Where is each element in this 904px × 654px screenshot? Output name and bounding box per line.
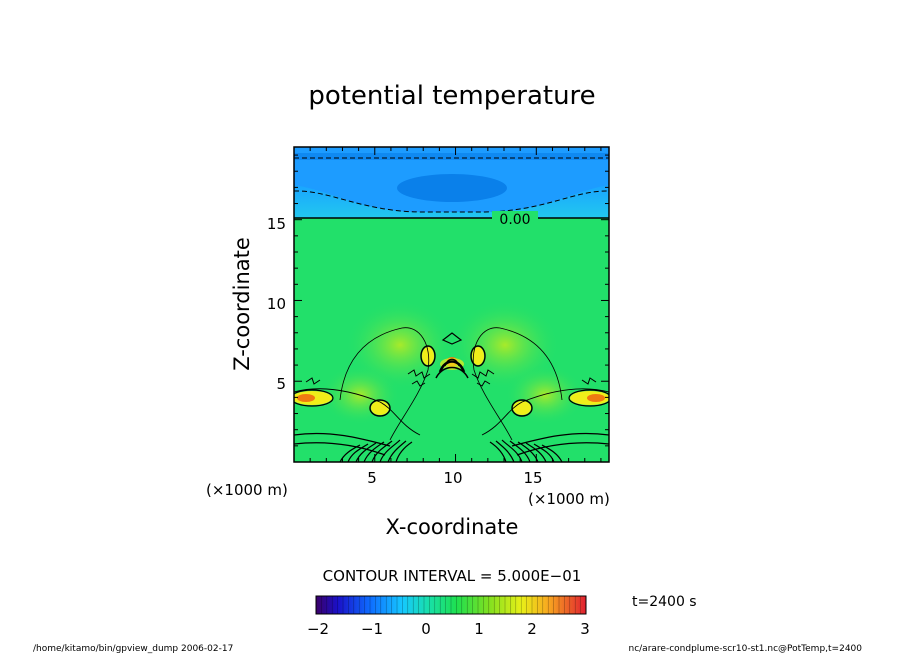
x-tick-label-10: 10 xyxy=(443,469,462,487)
y-tick-label-15: 15 xyxy=(267,215,286,233)
contour-interval-text: CONTOUR INTERVAL = 5.000E−01 xyxy=(323,567,582,585)
y-axis-label: Z-coordinate xyxy=(230,237,254,371)
colorbar-tick-label-m1: −1 xyxy=(361,620,383,638)
colorbar-tick-label-0: 0 xyxy=(421,620,431,638)
x-unit-label: (×1000 m) xyxy=(528,490,610,508)
x-axis-label: X-coordinate xyxy=(386,515,519,539)
time-label: t=2400 s xyxy=(632,594,697,610)
plot-field xyxy=(294,147,609,462)
colorbar-tick-label-1: 1 xyxy=(474,620,484,638)
chart-title: potential temperature xyxy=(308,81,595,111)
x-tick-label-5: 5 xyxy=(367,469,377,487)
axis-ticks xyxy=(294,147,609,462)
footer-left: /home/kitamo/bin/gpview_dump 2006-02-17 xyxy=(33,644,233,654)
y-tick-label-5: 5 xyxy=(276,375,286,393)
contour-value-label: 0.00 xyxy=(499,212,530,228)
x-tick-label-15: 15 xyxy=(523,469,542,487)
colorbar-tick-label-3: 3 xyxy=(580,620,590,638)
plot-frame xyxy=(293,146,610,463)
y-unit-label: (×1000 m) xyxy=(206,481,288,499)
footer-right: nc/arare-condplume-scr10-st1.nc@PotTemp,… xyxy=(629,644,863,654)
colorbar-tick-label-m2: −2 xyxy=(307,620,329,638)
colorbar-tick-label-2: 2 xyxy=(527,620,537,638)
y-tick-label-10: 10 xyxy=(267,295,286,313)
